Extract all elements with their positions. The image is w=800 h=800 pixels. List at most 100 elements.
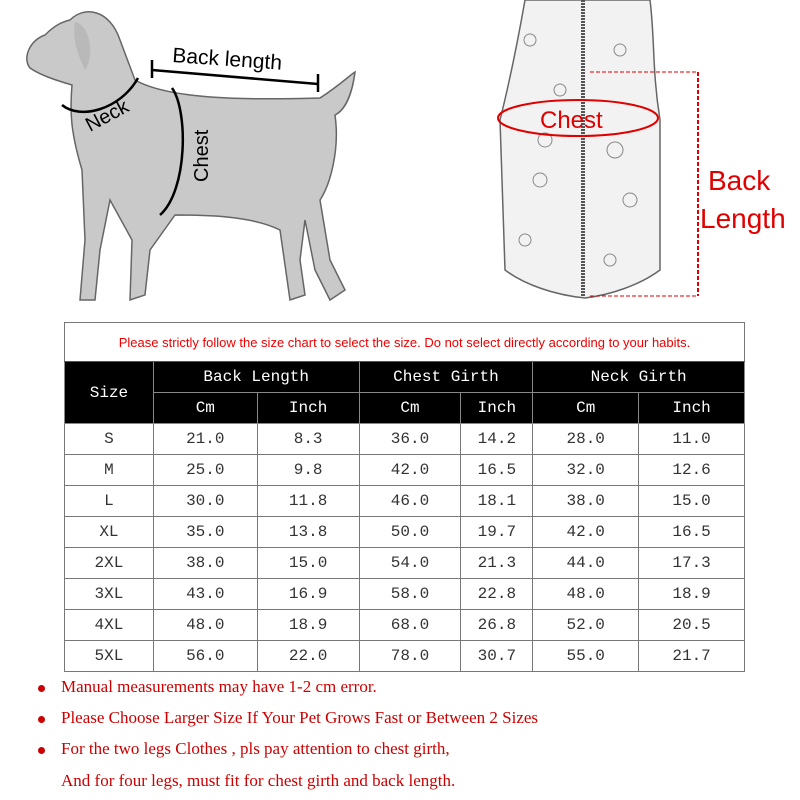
measurement-cell: 9.8: [256, 454, 360, 486]
measurement-cell: 15.0: [256, 547, 360, 579]
measurement-cell: 11.8: [256, 485, 360, 517]
measurement-cell: 12.6: [638, 454, 745, 486]
table-row: M 25.0 9.8 42.0 16.5 32.0 12.6: [64, 454, 745, 486]
size-chart-table: Please strictly follow the size chart to…: [64, 322, 745, 672]
unit-header: Cm: [152, 392, 258, 424]
measurement-cell: 35.0: [152, 516, 258, 548]
measurement-cell: 42.0: [532, 516, 640, 548]
size-cell: S: [64, 423, 154, 455]
measurement-cell: 48.0: [532, 578, 640, 610]
size-cell: 2XL: [64, 547, 154, 579]
note-text: Please Choose Larger Size If Your Pet Gr…: [61, 708, 539, 727]
measurement-cell: 48.0: [152, 609, 258, 641]
group-header: Back Length: [152, 361, 360, 393]
measurement-cell: 54.0: [358, 547, 462, 579]
measurement-cell: 15.0: [638, 485, 745, 517]
measurement-cell: 21.0: [152, 423, 258, 455]
size-cell: 5XL: [64, 640, 154, 672]
measurement-cell: 36.0: [358, 423, 462, 455]
measurement-cell: 68.0: [358, 609, 462, 641]
unit-header: Inch: [460, 392, 534, 424]
measurement-cell: 18.9: [638, 578, 745, 610]
table-row: L 30.0 11.8 46.0 18.1 38.0 15.0: [64, 485, 745, 517]
measurement-cell: 26.8: [460, 609, 534, 641]
note-text: Manual measurements may have 1-2 cm erro…: [61, 677, 377, 696]
chest-label: Chest: [191, 129, 213, 182]
measurement-cell: 18.9: [256, 609, 360, 641]
note-item: For the two legs Clothes , pls pay atten…: [38, 739, 450, 759]
unit-header: Inch: [256, 392, 360, 424]
measurement-cell: 21.3: [460, 547, 534, 579]
note-text: For the two legs Clothes , pls pay atten…: [61, 739, 450, 758]
measurement-cell: 16.9: [256, 578, 360, 610]
measurement-cell: 20.5: [638, 609, 745, 641]
note-item: Please Choose Larger Size If Your Pet Gr…: [38, 708, 538, 728]
table-row: 4XL 48.0 18.9 68.0 26.8 52.0 20.5: [64, 609, 745, 641]
measurement-cell: 16.5: [460, 454, 534, 486]
neck-measure-arrow: [61, 77, 140, 114]
bullet-icon: [38, 684, 45, 692]
dog-silhouette: [26, 11, 356, 302]
vest-length-label: Length: [700, 203, 786, 234]
measurement-cell: 30.0: [152, 485, 258, 517]
dog-ear: [74, 22, 91, 70]
vest-back-label: Back: [708, 165, 771, 196]
measurement-cell: 13.8: [256, 516, 360, 548]
measurement-cell: 32.0: [532, 454, 640, 486]
measurement-cell: 42.0: [358, 454, 462, 486]
measurement-cell: 16.5: [638, 516, 745, 548]
group-header: Chest Girth: [358, 361, 534, 393]
measurement-cell: 43.0: [152, 578, 258, 610]
measurement-cell: 38.0: [152, 547, 258, 579]
measurement-cell: 18.1: [460, 485, 534, 517]
measurement-cell: 22.8: [460, 578, 534, 610]
group-header: Neck Girth: [532, 361, 745, 393]
bullet-icon: [38, 715, 45, 723]
measurement-cell: 25.0: [152, 454, 258, 486]
vest-chest-label: Chest: [540, 107, 603, 134]
size-warning: Please strictly follow the size chart to…: [64, 322, 745, 362]
measurement-cell: 21.7: [638, 640, 745, 672]
unit-header: Cm: [358, 392, 462, 424]
measurement-cell: 58.0: [358, 578, 462, 610]
measurement-cell: 14.2: [460, 423, 534, 455]
vest-garment: [499, 0, 661, 299]
chest-measure-arrow: [159, 87, 184, 216]
back-length-arrow: [151, 68, 319, 86]
size-cell: 3XL: [64, 578, 154, 610]
unit-header: Inch: [638, 392, 745, 424]
note-text: And for four legs, must fit for chest gi…: [61, 771, 456, 790]
table-row: 5XL 56.0 22.0 78.0 30.7 55.0 21.7: [64, 640, 745, 672]
table-row: 2XL 38.0 15.0 54.0 21.3 44.0 17.3: [64, 547, 745, 579]
measurement-cell: 30.7: [460, 640, 534, 672]
size-cell: 4XL: [64, 609, 154, 641]
chest-ellipse: [497, 99, 659, 137]
measurement-cell: 19.7: [460, 516, 534, 548]
size-cell: M: [64, 454, 154, 486]
measurement-cell: 38.0: [532, 485, 640, 517]
measurement-cell: 44.0: [532, 547, 640, 579]
measurement-cell: 11.0: [638, 423, 745, 455]
measurement-cell: 46.0: [358, 485, 462, 517]
back-length-label: Back length: [172, 44, 283, 75]
dog-measurement-diagram: Back length Neck Chest: [26, 11, 356, 302]
measurement-cell: 78.0: [358, 640, 462, 672]
size-cell: L: [64, 485, 154, 517]
table-row: XL 35.0 13.8 50.0 19.7 42.0 16.5: [64, 516, 745, 548]
measurement-cell: 55.0: [532, 640, 640, 672]
size-cell: XL: [64, 516, 154, 548]
measurement-cell: 28.0: [532, 423, 640, 455]
measurement-cell: 50.0: [358, 516, 462, 548]
measurement-cell: 22.0: [256, 640, 360, 672]
vest-measurement-diagram: Chest Back Length: [497, 0, 786, 299]
table-row: S 21.0 8.3 36.0 14.2 28.0 11.0: [64, 423, 745, 455]
bullet-icon: [38, 746, 45, 754]
unit-header: Cm: [532, 392, 640, 424]
measurement-cell: 17.3: [638, 547, 745, 579]
note-item: And for four legs, must fit for chest gi…: [61, 771, 455, 791]
note-item: Manual measurements may have 1-2 cm erro…: [38, 677, 377, 697]
size-header: Size: [64, 361, 154, 424]
table-row: 3XL 43.0 16.9 58.0 22.8 48.0 18.9: [64, 578, 745, 610]
measurement-cell: 8.3: [256, 423, 360, 455]
measurement-cell: 56.0: [152, 640, 258, 672]
